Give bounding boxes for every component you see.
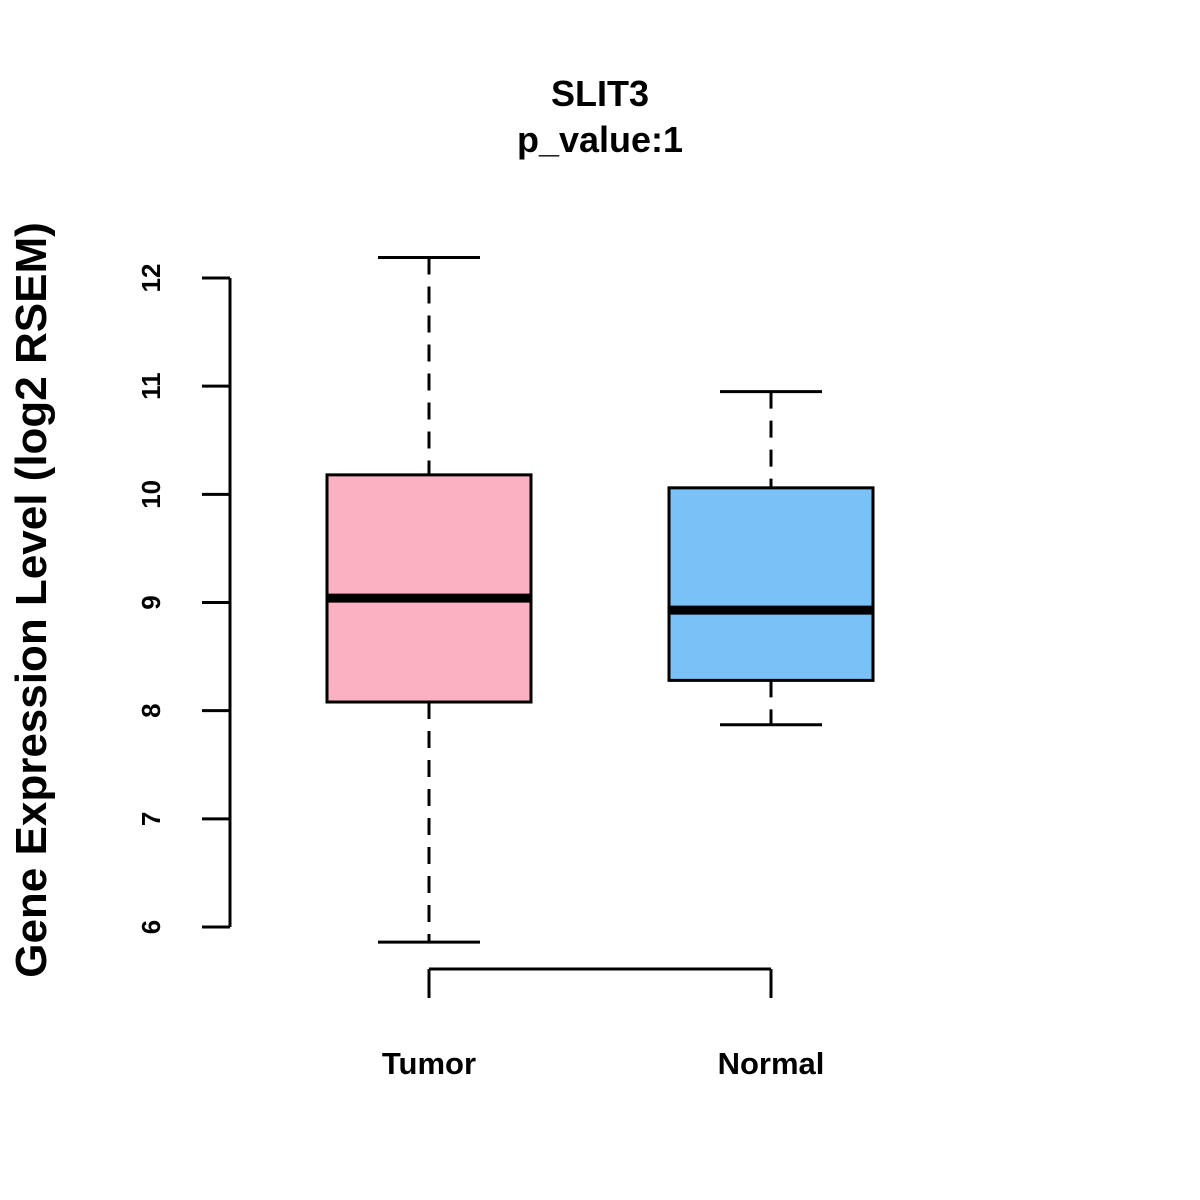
x-tick-label-normal: Normal bbox=[718, 1046, 825, 1081]
y-tick-label-7: 7 bbox=[136, 812, 166, 826]
y-axis-label: Gene Expression Level (log2 RSEM) bbox=[7, 222, 56, 978]
y-tick-label-12: 12 bbox=[136, 264, 166, 293]
y-tick-label-10: 10 bbox=[136, 480, 166, 509]
y-axis: 6 7 8 9 10 11 12 bbox=[136, 264, 232, 934]
x-axis: Tumor Normal bbox=[382, 967, 825, 1081]
chart-subtitle: p_value:1 bbox=[517, 119, 683, 160]
x-tick-label-tumor: Tumor bbox=[382, 1046, 476, 1081]
chart-title: SLIT3 bbox=[551, 73, 649, 114]
y-tick-label-6: 6 bbox=[136, 920, 166, 934]
box-series bbox=[325, 255, 875, 944]
y-tick-label-11: 11 bbox=[136, 372, 166, 400]
y-tick-label-9: 9 bbox=[136, 595, 166, 609]
y-tick-label-8: 8 bbox=[136, 703, 166, 717]
normal-box bbox=[667, 486, 875, 682]
tumor-box bbox=[325, 473, 533, 704]
